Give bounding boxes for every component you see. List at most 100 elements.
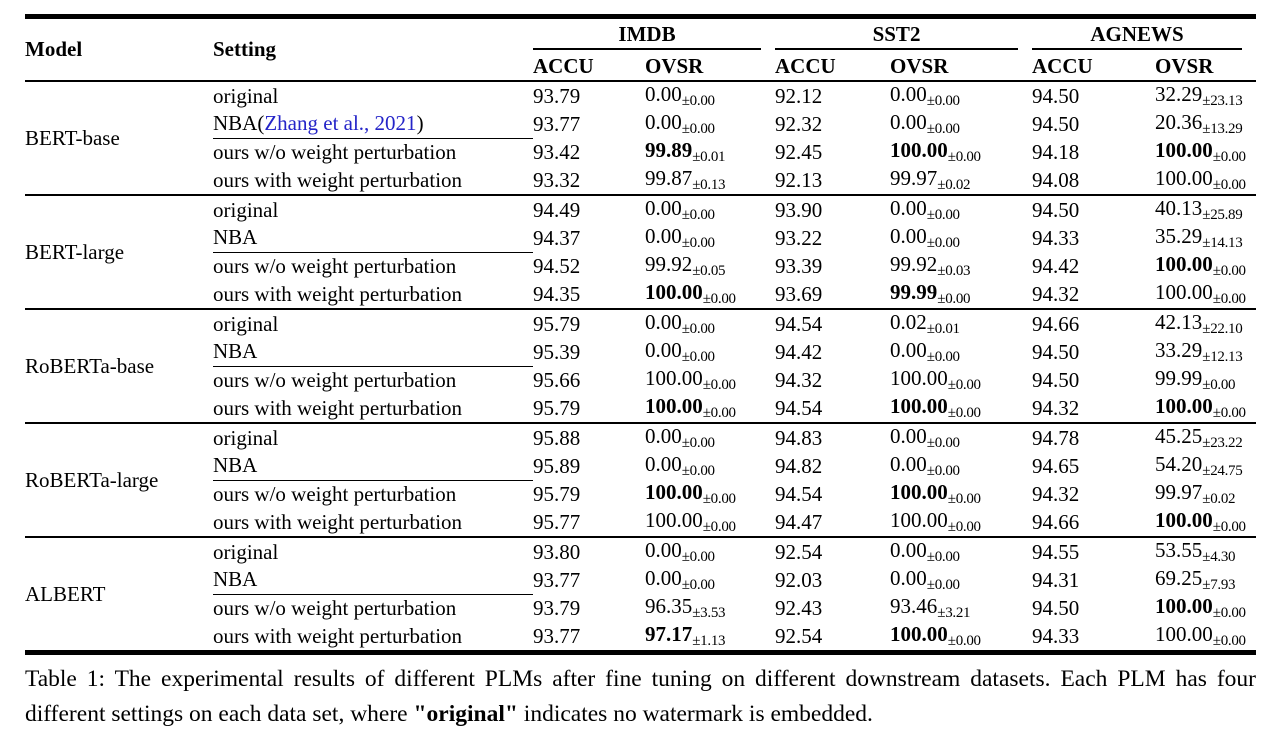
dataset-header-label: SST2 (775, 22, 1019, 50)
accu-value: 95.79 (533, 395, 581, 420)
setting-label: NBA (213, 225, 258, 250)
accu-value: 94.83 (775, 422, 891, 452)
setting-label: NBA (213, 339, 258, 364)
ovsr-cell: 99.92±0.05 (645, 252, 775, 280)
table-row: ours w/o weight perturbation 94.52 99.92±0… (25, 252, 1256, 280)
ovsr-std: ±0.13 (692, 177, 726, 193)
ovsr-cell: 0.00±0.00 (890, 338, 1032, 366)
citation-link[interactable]: Zhang et al., 2021 (264, 111, 417, 136)
ovsr-value: 99.89 (645, 138, 693, 162)
accu-value: 93.39 (775, 253, 823, 278)
accu-value: 92.45 (775, 139, 823, 164)
accu-header: ACCU (1032, 53, 1156, 82)
table-row: BERT-base original 93.79 0.00±0.00 92.12 0.00… (25, 80, 1257, 195)
accu-value: 94.66 (1032, 308, 1156, 338)
model-group: RoBERTa-large original 95.88 0.00±0.00 94.83… (25, 422, 1257, 537)
setting-cell: ours with weight perturbation (213, 280, 533, 309)
setting-cell: ours w/o weight perturbation (213, 252, 533, 280)
ovsr-value: 100.00 (890, 480, 948, 504)
ovsr-value: 99.97 (890, 166, 938, 190)
accu-value: 94.50 (1032, 111, 1080, 136)
ovsr-cell: 100.00±0.00 (1155, 622, 1256, 653)
accu-value: 94.32 (775, 367, 823, 392)
ovsr-value: 69.25 (1155, 566, 1203, 590)
ovsr-cell: 45.25±23.22 (1155, 422, 1257, 452)
accu-value: 94.37 (533, 225, 581, 250)
ovsr-cell: 0.00±0.00 (645, 308, 776, 338)
ovsr-std: ±0.00 (702, 405, 736, 421)
accu-value: 94.66 (1032, 509, 1080, 534)
setting-label: NBA (213, 567, 258, 592)
ovsr-value: 0.00 (645, 424, 682, 448)
accu-value: 93.22 (775, 225, 823, 250)
dataset-header-label: IMDB (533, 22, 762, 50)
ovsr-value: 99.97 (1155, 480, 1203, 504)
ovsr-std: ±0.00 (926, 349, 960, 365)
table-row: NBA(Zhang et al., 2021) 93.77 0.00±0.00 92.… (25, 110, 1256, 139)
ovsr-value: 0.00 (890, 566, 927, 590)
accu-value: 95.79 (533, 481, 581, 506)
ovsr-cell: 100.00±0.00 (890, 394, 1032, 423)
dataset-header-sst2: SST2 (775, 17, 1032, 54)
accu-value: 94.49 (533, 194, 645, 224)
ovsr-std: ±0.00 (1202, 377, 1236, 393)
ovsr-std: ±0.00 (1212, 633, 1246, 649)
accu-value: 93.77 (533, 623, 581, 648)
accu-value: 94.78 (1032, 422, 1156, 452)
setting-label: ours w/o weight perturbation (213, 253, 457, 278)
setting-cell: original (213, 422, 533, 452)
ovsr-cell: 0.00±0.00 (645, 110, 775, 138)
setting-label: ours with weight perturbation (213, 395, 463, 420)
ovsr-cell: 97.17±1.13 (645, 622, 775, 653)
setting-label: NBA (213, 453, 258, 478)
accu-value: 94.54 (775, 308, 891, 338)
ovsr-cell: 99.87±0.13 (645, 166, 775, 195)
ovsr-std: ±0.02 (1202, 491, 1236, 507)
table-row: ours w/o weight perturbation 95.79 100.00±… (25, 480, 1256, 508)
accu-value: 94.32 (1032, 395, 1080, 420)
ovsr-value: 100.00 (890, 394, 948, 418)
ovsr-std: ±0.00 (1212, 177, 1246, 193)
setting-cell: ours with weight perturbation (213, 508, 533, 537)
table-row: ALBERT original 93.80 0.00±0.00 92.54 0.00±0.… (25, 536, 1257, 653)
model-group: BERT-base original 93.79 0.00±0.00 92.12 0.00… (25, 80, 1257, 195)
accu-header: ACCU (533, 53, 645, 82)
accu-value: 94.52 (533, 253, 581, 278)
ovsr-cell: 100.00±0.00 (890, 508, 1032, 537)
setting-cell: NBA (213, 452, 533, 481)
ovsr-cell: 0.00±0.00 (890, 194, 1033, 224)
ovsr-std: ±0.00 (947, 519, 981, 535)
accu-value: 94.32 (1032, 481, 1080, 506)
ovsr-value: 0.00 (645, 110, 682, 134)
ovsr-std: ±22.10 (1202, 321, 1243, 337)
ovsr-std: ±0.00 (926, 577, 960, 593)
ovsr-std: ±0.00 (947, 491, 981, 507)
ovsr-std: ±0.00 (1212, 405, 1246, 421)
ovsr-cell: 100.00±0.00 (1155, 280, 1256, 309)
ovsr-cell: 99.92±0.03 (890, 252, 1032, 280)
accu-value: 93.77 (533, 567, 581, 592)
accu-value: 94.50 (1032, 80, 1156, 110)
ovsr-value: 0.00 (890, 452, 927, 476)
accu-value: 94.50 (1032, 595, 1080, 620)
table-row: NBA 95.39 0.00±0.00 94.42 0.00±0.00 94.50 33.2… (25, 338, 1256, 367)
ovsr-value: 100.00 (1155, 138, 1213, 162)
accu-value: 92.13 (775, 167, 823, 192)
ovsr-std: ±3.21 (937, 605, 971, 621)
ovsr-value: 100.00 (645, 366, 703, 390)
ovsr-header: OVSR (645, 53, 776, 82)
ovsr-std: ±0.00 (947, 149, 981, 165)
accu-header: ACCU (775, 53, 891, 82)
ovsr-cell: 99.89±0.01 (645, 138, 775, 166)
ovsr-value: 100.00 (645, 480, 703, 504)
ovsr-cell: 0.00±0.00 (645, 566, 775, 594)
accu-value: 94.50 (1032, 339, 1080, 364)
ovsr-cell: 0.00±0.00 (890, 224, 1032, 252)
ovsr-cell: 100.00±0.00 (1155, 594, 1256, 622)
accu-value: 93.42 (533, 139, 581, 164)
ovsr-cell: 100.00±0.00 (1155, 508, 1256, 537)
setting-label: ours w/o weight perturbation (213, 481, 457, 506)
ovsr-value: 99.87 (645, 166, 693, 190)
ovsr-value: 33.29 (1155, 338, 1203, 362)
